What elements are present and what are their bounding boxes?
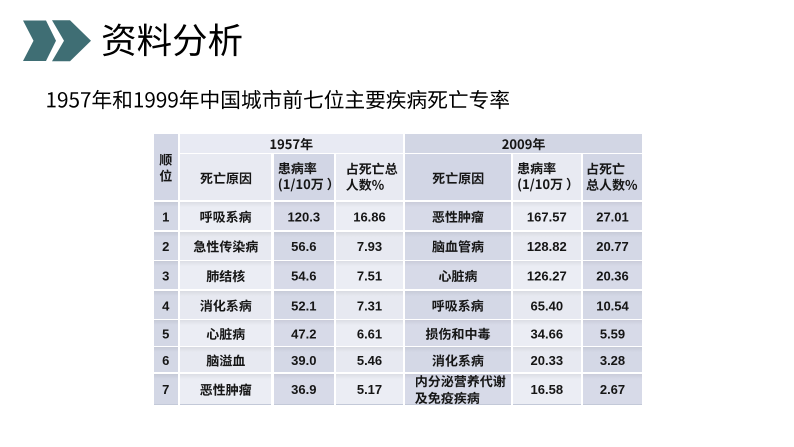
svg-text:7: 7 (162, 382, 169, 397)
svg-text:7.51: 7.51 (357, 269, 382, 284)
svg-text:5.17: 5.17 (357, 382, 382, 397)
svg-text:7.31: 7.31 (357, 298, 382, 313)
svg-text:34.66: 34.66 (531, 327, 564, 342)
svg-text:3.28: 3.28 (600, 353, 625, 368)
svg-text:65.40: 65.40 (531, 298, 564, 313)
svg-text:167.57: 167.57 (527, 209, 567, 224)
svg-text:6: 6 (162, 353, 169, 368)
svg-text:128.82: 128.82 (527, 239, 567, 254)
svg-text:5: 5 (162, 327, 169, 342)
svg-text:5.59: 5.59 (600, 327, 625, 342)
svg-text:2.67: 2.67 (600, 382, 625, 397)
svg-text:36.9: 36.9 (291, 382, 316, 397)
svg-text:7.93: 7.93 (357, 239, 382, 254)
svg-text:27.01: 27.01 (596, 209, 629, 224)
svg-text:16.58: 16.58 (531, 382, 564, 397)
svg-text:20.77: 20.77 (596, 239, 629, 254)
svg-text:47.2: 47.2 (291, 327, 316, 342)
svg-text:16.86: 16.86 (353, 209, 386, 224)
svg-text:39.0: 39.0 (291, 353, 316, 368)
svg-text:56.6: 56.6 (291, 239, 316, 254)
svg-text:126.27: 126.27 (527, 269, 567, 284)
svg-text:3: 3 (162, 269, 169, 284)
svg-text:52.1: 52.1 (291, 298, 316, 313)
svg-text:5.46: 5.46 (357, 353, 382, 368)
svg-text:6.61: 6.61 (357, 327, 382, 342)
svg-text:20.33: 20.33 (531, 353, 564, 368)
svg-text:54.6: 54.6 (291, 269, 316, 284)
svg-text:10.54: 10.54 (596, 298, 629, 313)
svg-text:2: 2 (162, 239, 169, 254)
svg-text:120.3: 120.3 (288, 209, 321, 224)
svg-text:20.36: 20.36 (596, 269, 629, 284)
svg-text:1: 1 (162, 209, 169, 224)
svg-text:4: 4 (162, 298, 170, 313)
